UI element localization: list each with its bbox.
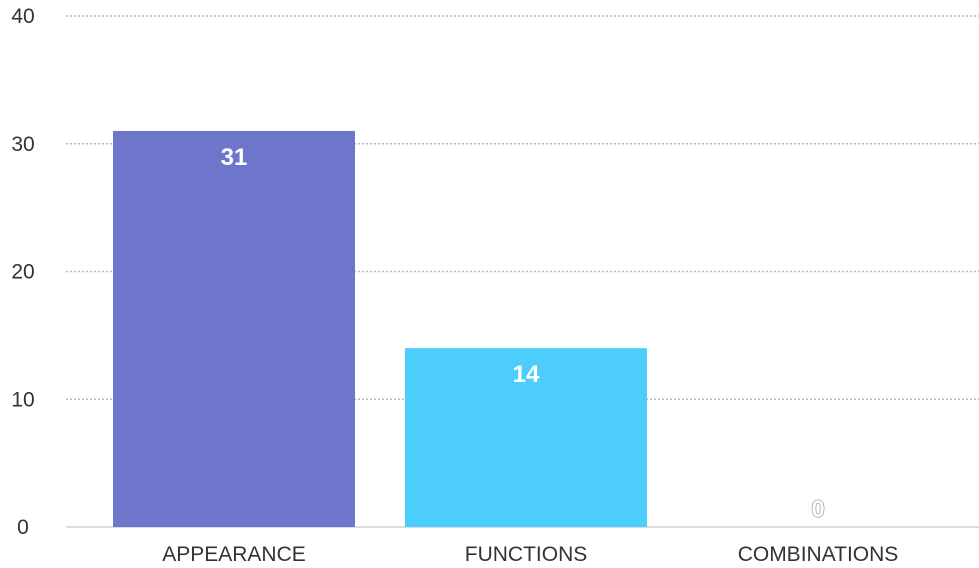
x-axis-labels: APPEARANCE FUNCTIONS COMBINATIONS bbox=[162, 543, 898, 566]
y-axis-ticks: 0 10 20 30 40 bbox=[11, 5, 34, 539]
y-tick-label: 30 bbox=[11, 133, 34, 156]
bars bbox=[113, 130, 647, 527]
x-tick-label: FUNCTIONS bbox=[465, 543, 588, 566]
data-label: 14 bbox=[513, 361, 540, 388]
data-label: 0 bbox=[811, 496, 824, 523]
data-label: 31 bbox=[221, 144, 248, 171]
y-tick-label: 0 bbox=[17, 516, 29, 539]
y-tick-label: 40 bbox=[11, 5, 34, 28]
bar-functions bbox=[405, 348, 647, 527]
x-tick-label: APPEARANCE bbox=[162, 543, 306, 566]
y-tick-label: 20 bbox=[11, 261, 34, 284]
x-tick-label: COMBINATIONS bbox=[738, 543, 899, 566]
data-labels: 31 14 0 bbox=[221, 144, 826, 524]
y-tick-label: 10 bbox=[11, 388, 34, 411]
bar-appearance bbox=[113, 130, 355, 527]
